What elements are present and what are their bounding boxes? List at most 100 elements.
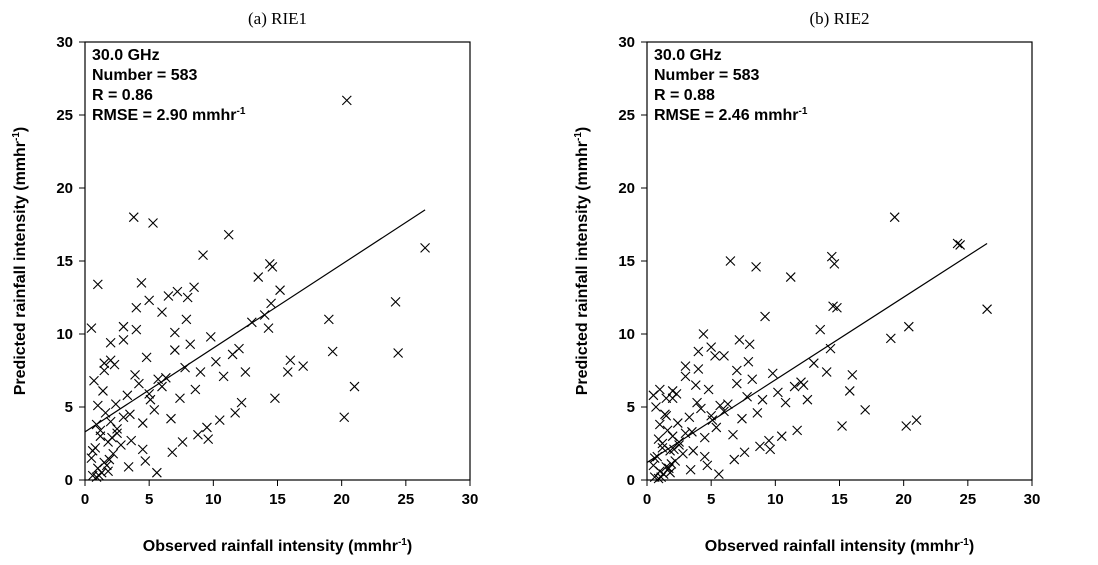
chart-panel-1: (a) RIE1 0 5 10 15 20 25 30 0 5 10 15 20 25 30 Observed…: [11, 9, 478, 555]
x-tick-label: 0: [643, 491, 651, 508]
x-axis-label: Observed rainfall intensity (mmhr-1): [143, 537, 412, 555]
data-point: [112, 428, 122, 439]
data-point: [693, 346, 704, 357]
data-point: [157, 307, 167, 317]
data-point: [190, 384, 201, 395]
data-point: [91, 472, 102, 482]
data-point: [657, 438, 668, 449]
data-point: [137, 418, 148, 428]
regression-line: [646, 242, 988, 463]
data-point: [725, 256, 736, 266]
data-point: [267, 261, 278, 272]
y-tick-label: 30: [56, 34, 73, 51]
data-point: [195, 367, 206, 377]
data-point: [339, 412, 350, 423]
data-point: [760, 311, 770, 322]
data-point: [825, 343, 836, 354]
data-point: [706, 342, 717, 353]
data-point: [776, 431, 787, 442]
data-point: [680, 361, 691, 372]
stats-annotation-line: R = 0.88: [654, 87, 715, 104]
data-point: [767, 368, 778, 379]
data-point: [711, 422, 722, 433]
data-point: [185, 339, 196, 350]
data-point: [122, 390, 133, 401]
x-tick-label: 25: [959, 491, 976, 508]
data-point: [236, 397, 247, 408]
data-point: [722, 399, 733, 409]
data-point: [789, 381, 800, 392]
data-point: [275, 285, 285, 296]
data-point: [118, 412, 129, 423]
data-point: [706, 410, 717, 421]
data-point: [808, 358, 819, 369]
chart-title: (a) RIE1: [248, 9, 307, 28]
x-axis-label: Observed rainfall intensity (mmhr-1): [705, 537, 974, 555]
x-tick-label: 10: [205, 491, 222, 508]
data-point: [860, 405, 871, 415]
x-tick-label: 5: [145, 491, 153, 508]
data-point: [105, 337, 116, 348]
data-point: [885, 333, 896, 344]
stats-annotation-line: 30.0 GHz: [92, 47, 160, 64]
data-point: [87, 445, 98, 456]
data-point: [684, 412, 695, 423]
data-point: [175, 393, 185, 404]
data-point: [703, 384, 714, 395]
data-point: [163, 291, 174, 301]
data-point: [240, 367, 251, 377]
y-tick-label: 25: [618, 107, 635, 124]
data-point: [167, 447, 178, 458]
data-point: [230, 407, 241, 418]
data-point: [844, 386, 855, 396]
data-point: [815, 324, 826, 335]
data-point: [103, 466, 113, 477]
data-point: [92, 279, 103, 290]
data-point: [390, 296, 401, 307]
data-point: [821, 367, 832, 377]
data-point: [131, 302, 142, 313]
data-point: [752, 407, 763, 418]
data-point: [180, 362, 190, 373]
y-tick-label: 0: [627, 472, 635, 489]
data-point: [785, 272, 796, 282]
y-tick-label: 20: [56, 180, 73, 197]
data-point: [134, 378, 144, 389]
data-point: [177, 437, 188, 447]
data-point: [755, 441, 765, 452]
data-point: [130, 369, 140, 380]
data-point: [136, 278, 147, 288]
data-point: [982, 304, 992, 315]
data-point: [719, 406, 729, 417]
y-tick-label: 25: [56, 107, 73, 124]
x-tick-label: 20: [333, 491, 350, 508]
data-point: [98, 386, 108, 396]
data-point: [690, 380, 701, 390]
data-point: [341, 95, 352, 106]
data-point: [137, 444, 148, 455]
data-point: [141, 352, 152, 363]
data-point: [757, 394, 768, 405]
data-point: [651, 402, 661, 412]
data-point: [89, 375, 99, 386]
data-point: [693, 364, 704, 374]
data-point: [678, 448, 688, 459]
data-point: [153, 374, 164, 385]
data-point: [253, 272, 264, 282]
data-point: [112, 424, 122, 434]
data-point: [662, 425, 673, 436]
data-point: [91, 419, 102, 430]
data-point: [728, 429, 738, 440]
data-point: [674, 440, 684, 450]
data-point: [751, 261, 761, 272]
data-point: [955, 240, 966, 250]
data-point: [92, 400, 103, 411]
data-point: [99, 358, 110, 369]
data-point: [128, 212, 139, 223]
data-point: [680, 428, 691, 439]
data-point: [144, 388, 155, 399]
data-point: [688, 445, 699, 456]
data-point: [205, 332, 216, 342]
data-point: [847, 369, 858, 380]
